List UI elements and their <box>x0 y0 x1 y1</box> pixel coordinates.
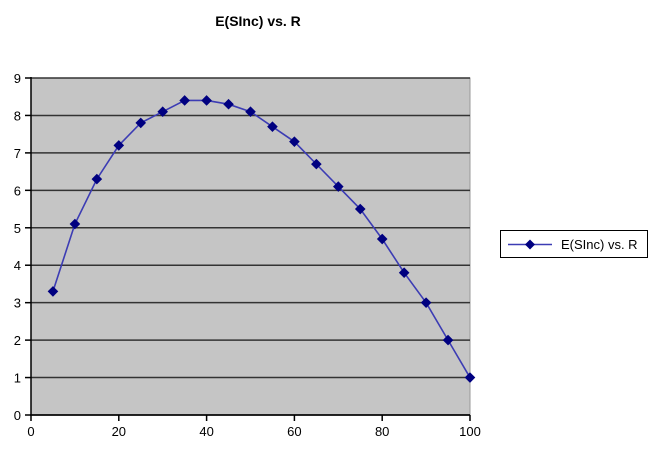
plot-background <box>30 77 471 416</box>
legend: E(SInc) vs. R <box>500 230 648 258</box>
y-axis-tick-label: 5 <box>14 221 21 236</box>
data-point-marker <box>464 372 476 383</box>
x-axis-tick-label: 0 <box>27 424 34 439</box>
data-point-marker <box>223 98 234 110</box>
legend-key <box>508 239 552 249</box>
y-axis-tick-label: 8 <box>14 108 21 123</box>
data-point-marker <box>245 106 256 118</box>
data-point-marker <box>420 297 432 308</box>
x-axis-tick-label: 20 <box>112 424 126 439</box>
data-point-marker <box>398 267 410 279</box>
y-axis-tick-label: 7 <box>14 146 21 161</box>
data-point-marker <box>442 334 454 346</box>
data-point-marker <box>201 95 212 106</box>
legend-label: E(SInc) vs. R <box>561 236 638 252</box>
x-axis-tick-label: 40 <box>199 424 213 439</box>
data-point-marker <box>135 117 147 129</box>
legend-marker-icon <box>525 239 535 249</box>
y-axis-tick-label: 0 <box>14 408 21 423</box>
y-axis-tick-label: 2 <box>14 333 21 348</box>
data-point-marker <box>332 181 344 192</box>
data-point-marker <box>69 218 81 230</box>
data-point-marker <box>289 136 300 147</box>
data-point-marker <box>311 158 322 170</box>
x-axis-tick-label: 100 <box>459 424 481 439</box>
y-axis-tick-label: 4 <box>14 258 21 273</box>
data-point-marker <box>47 286 59 297</box>
series-line <box>52 99 471 378</box>
x-axis-tick-label: 80 <box>375 424 389 439</box>
data-point-marker <box>113 140 125 151</box>
data-point-marker <box>91 173 103 185</box>
data-point-marker <box>376 233 388 245</box>
data-point-marker <box>267 121 278 132</box>
y-axis-tick-label: 6 <box>14 183 21 198</box>
y-axis-tick-label: 3 <box>14 296 21 311</box>
x-axis-tick-label: 60 <box>287 424 301 439</box>
data-point-marker <box>354 203 366 215</box>
chart-title: E(SInc) vs. R <box>215 13 301 29</box>
y-axis-tick-label: 9 <box>14 71 21 86</box>
y-axis-tick-label: 1 <box>14 371 21 386</box>
data-point-marker <box>157 106 169 118</box>
data-point-marker <box>179 95 190 106</box>
